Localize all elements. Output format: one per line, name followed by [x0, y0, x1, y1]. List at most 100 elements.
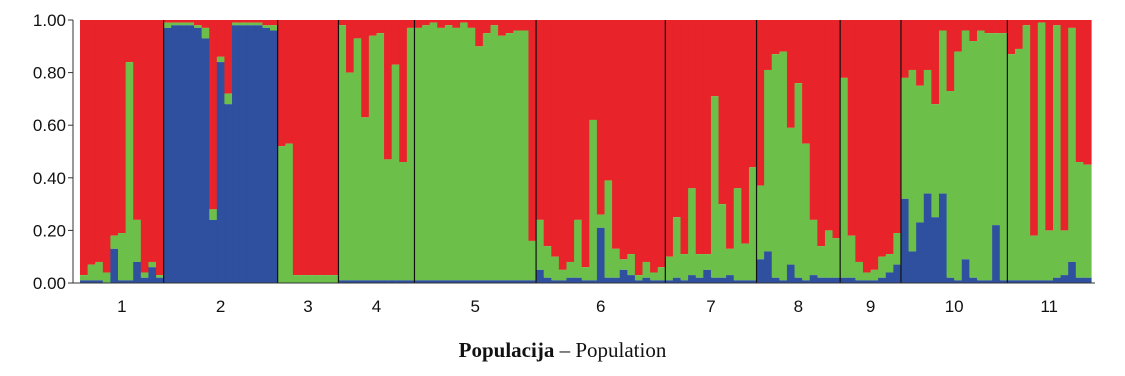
bar-blue-p9-i4 — [862, 280, 872, 283]
bar-red-p11-i4 — [1030, 20, 1039, 236]
bar-red-p8-i8 — [809, 20, 818, 220]
population-label-8: 8 — [794, 297, 803, 316]
bar-red-p7-i7 — [710, 20, 720, 97]
bar-blue-p6-i16 — [650, 280, 659, 283]
population-label-3: 3 — [303, 297, 312, 316]
bar-blue-p6-i17 — [657, 280, 666, 283]
bar-green-p8-i6 — [794, 83, 803, 278]
bar-green-p8-i9 — [817, 246, 826, 278]
structure-bar-chart: 0.00 0.20 0.40 0.60 0.80 1.00 1 2 3 4 5 6 7 8 9 10 11 — [33, 11, 1095, 316]
bar-green-p2-i14 — [262, 25, 271, 28]
bar-blue-p7-i10 — [733, 280, 742, 283]
bar-red-p8-i7 — [802, 20, 811, 144]
bar-green-p11-i7 — [1052, 25, 1062, 278]
bar-blue-p8-i4 — [779, 280, 788, 283]
bar-green-p10-i9 — [961, 30, 970, 260]
bar-red-p5-i9 — [475, 20, 484, 47]
bar-green-p1-i3 — [95, 261, 104, 281]
bar-red-p3-i7 — [323, 20, 332, 276]
bar-green-p5-i15 — [520, 30, 530, 281]
bar-blue-p7-i4 — [688, 275, 697, 283]
bar-blue-p4-i8 — [391, 280, 400, 283]
bar-red-p4-i3 — [353, 20, 362, 39]
bar-blue-p5-i6 — [452, 280, 461, 283]
bar-green-p6-i10 — [604, 180, 613, 278]
bar-blue-p1-i5 — [110, 248, 119, 283]
bar-green-p2-i6 — [201, 27, 210, 39]
bar-green-p7-i10 — [733, 188, 742, 281]
bar-green-p6-i11 — [612, 248, 621, 278]
bar-red-p2-i4 — [186, 20, 195, 23]
bar-red-p1-i1 — [80, 20, 89, 276]
bar-green-p4-i6 — [376, 33, 385, 281]
bar-blue-p6-i3 — [551, 280, 560, 283]
y-tick-label: 0.00 — [33, 274, 66, 293]
population-label-10: 10 — [945, 297, 964, 316]
bar-green-p6-i7 — [581, 267, 590, 281]
bar-red-p8-i11 — [832, 20, 841, 239]
bar-red-p2-i15 — [270, 20, 279, 26]
bar-green-p6-i12 — [619, 259, 628, 270]
bar-green-p8-i10 — [824, 230, 834, 278]
bar-red-p3-i3 — [292, 20, 302, 276]
bar-blue-p1-i11 — [156, 277, 165, 283]
bar-blue-p7-i11 — [741, 280, 750, 283]
bar-green-p11-i9 — [1068, 27, 1077, 262]
bar-blue-p7-i1 — [665, 280, 674, 283]
bar-red-p9-i2 — [847, 20, 856, 236]
bar-green-p7-i12 — [748, 167, 758, 281]
bar-green-p6-i3 — [551, 256, 560, 281]
bar-red-p6-i14 — [634, 20, 644, 276]
bar-red-p3-i8 — [330, 20, 340, 276]
bar-red-p2-i14 — [262, 20, 271, 26]
bar-green-p4-i7 — [384, 159, 393, 281]
bar-blue-p6-i15 — [642, 277, 651, 283]
bar-green-p4-i3 — [353, 38, 362, 281]
bar-green-p9-i2 — [847, 235, 856, 278]
bar-green-p9-i1 — [840, 77, 849, 278]
bar-red-p1-i8 — [133, 20, 142, 220]
bar-green-p6-i15 — [642, 261, 651, 278]
bar-blue-p10-i9 — [961, 259, 970, 283]
bar-blue-p10-i3 — [916, 222, 925, 283]
bar-red-p5-i4 — [437, 20, 446, 28]
bar-red-p8-i2 — [764, 20, 773, 70]
bar-blue-p10-i14 — [999, 280, 1008, 283]
bar-blue-p10-i5 — [931, 217, 940, 283]
bar-blue-p9-i1 — [840, 277, 849, 283]
bar-red-p2-i5 — [194, 20, 203, 26]
bar-green-p7-i2 — [672, 217, 682, 278]
bar-blue-p8-i10 — [824, 277, 834, 283]
population-label-9: 9 — [866, 297, 875, 316]
bar-green-p10-i13 — [992, 33, 1001, 226]
bar-green-p2-i9 — [224, 93, 233, 105]
bar-green-p11-i10 — [1075, 162, 1084, 278]
bar-blue-p7-i7 — [710, 277, 720, 283]
bar-blue-p8-i9 — [817, 277, 826, 283]
bar-blue-p8-i1 — [756, 259, 765, 283]
bar-red-p4-i2 — [346, 20, 355, 73]
bar-blue-p10-i2 — [908, 251, 917, 283]
bar-red-p6-i4 — [558, 20, 568, 270]
bar-blue-p10-i6 — [938, 193, 948, 283]
bar-blue-p10-i12 — [984, 280, 993, 283]
bar-red-p6-i12 — [619, 20, 628, 260]
bar-blue-p10-i11 — [976, 280, 986, 283]
bar-blue-p11-i2 — [1014, 280, 1024, 283]
bar-green-p11-i11 — [1083, 164, 1092, 278]
bar-red-p6-i7 — [581, 20, 590, 268]
bar-red-p1-i9 — [140, 20, 150, 273]
bar-green-p1-i2 — [87, 264, 96, 281]
bar-blue-p1-i3 — [95, 280, 104, 283]
bar-red-p5-i1 — [414, 20, 423, 28]
bar-blue-p4-i4 — [361, 280, 370, 283]
bar-red-p2-i10 — [232, 20, 241, 23]
bar-red-p10-i9 — [961, 20, 970, 31]
bar-green-p3-i7 — [323, 275, 332, 283]
bar-green-p4-i1 — [338, 25, 347, 281]
bar-blue-p1-i6 — [118, 280, 127, 283]
bar-green-p2-i2 — [171, 22, 180, 26]
bar-blue-p2-i6 — [201, 38, 210, 283]
bars-group — [80, 20, 1092, 283]
bar-blue-p6-i12 — [619, 269, 628, 283]
